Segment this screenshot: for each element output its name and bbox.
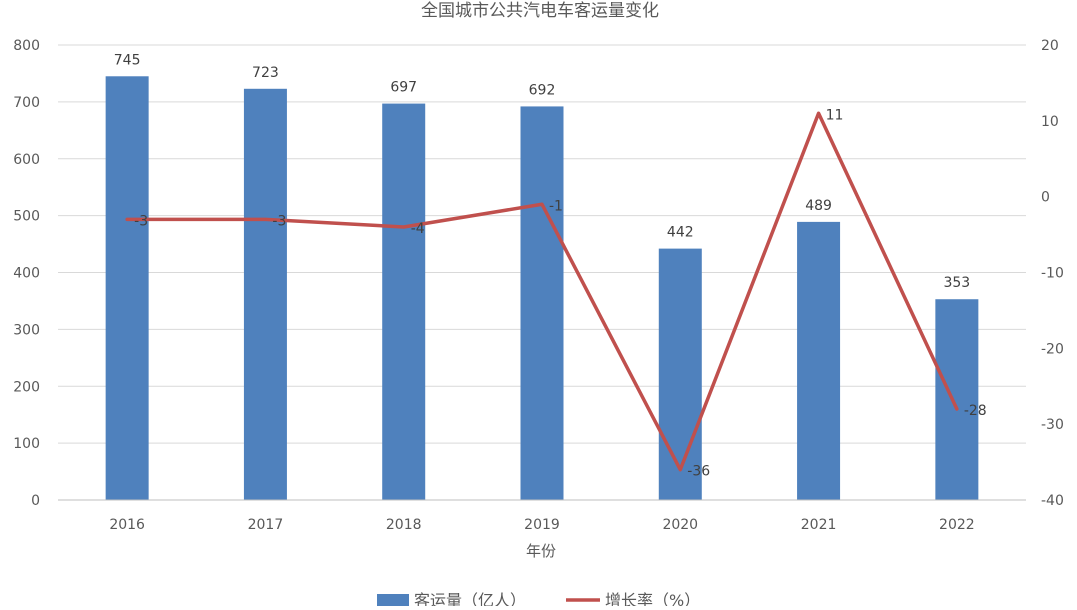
y-right-tick-label: -10 (1041, 266, 1064, 282)
y-left-tick-label: 800 (13, 38, 40, 54)
bar (658, 248, 702, 500)
y-left-tick-label: 400 (13, 266, 40, 282)
chart-title: 全国城市公共汽电车客运量变化 (421, 1, 659, 21)
x-axis-title: 年份 (526, 542, 556, 560)
legend-line-label: 增长率（%） (605, 591, 700, 606)
y-right-tick-label: -20 (1041, 341, 1064, 357)
line-series (125, 111, 959, 472)
y-left-tick-label: 100 (13, 436, 40, 452)
y-left-tick-label: 300 (13, 322, 40, 338)
line-value-label: -4 (411, 221, 425, 237)
line-value-label: -3 (272, 213, 286, 229)
x-tick-label: 2022 (939, 517, 975, 533)
y-left-tick-label: 600 (13, 152, 40, 168)
bar (520, 106, 564, 501)
line-point (264, 218, 266, 220)
bar-value-label: 442 (667, 225, 694, 241)
y-left-tick-label: 700 (13, 95, 40, 111)
line-value-label: -1 (549, 198, 563, 214)
bar (935, 299, 979, 500)
line-point (403, 226, 405, 228)
bar (243, 88, 287, 500)
line-value-label: -28 (964, 403, 987, 419)
bar-value-label: 692 (529, 82, 556, 98)
bar-value-label: 723 (252, 65, 279, 81)
y-right-tick-label: 10 (1041, 114, 1059, 130)
legend: 客运量（亿人） 增长率（%） (377, 591, 700, 610)
x-tick-label: 2021 (801, 517, 837, 533)
line-point (541, 203, 543, 205)
y-right-tick-label: -30 (1041, 417, 1064, 433)
x-tick-label: 2016 (109, 517, 145, 533)
y-left-tick-label: 200 (13, 379, 40, 395)
data-labels: 745 723 697 692 442 489 353 -3 -3 -4 -1 -36 11 -28 (114, 52, 987, 479)
bar-value-label: 697 (390, 80, 417, 96)
bar (105, 76, 149, 500)
line-point (818, 112, 820, 114)
x-tick-label: 2019 (524, 517, 560, 533)
bar-value-label: 745 (114, 52, 141, 68)
bar (797, 221, 841, 500)
bar-value-label: 489 (805, 198, 832, 214)
axes: 0 100 200 300 400 500 600 700 800 -40 -30 -20 -10 0 10… (13, 38, 1064, 533)
y-left-tick-label: 500 (13, 209, 40, 225)
x-tick-label: 2020 (662, 517, 698, 533)
x-tick-label: 2017 (248, 517, 284, 533)
line-point (126, 218, 128, 220)
line-value-label: 11 (826, 107, 844, 123)
legend-bar-swatch (377, 594, 409, 606)
legend-bar-label: 客运量（亿人） (414, 591, 526, 606)
y-right-tick-label: 20 (1041, 38, 1059, 54)
bar-series (105, 76, 979, 501)
bar-value-label: 353 (943, 275, 970, 291)
y-left-tick-label: 0 (31, 493, 40, 509)
y-right-tick-label: -40 (1041, 493, 1064, 509)
x-tick-label: 2018 (386, 517, 422, 533)
line-point (956, 408, 958, 410)
y-right-tick-label: 0 (1041, 190, 1050, 206)
line-value-label: -3 (134, 213, 148, 229)
line-value-label: -36 (687, 464, 710, 480)
bar (382, 103, 426, 501)
line-point (679, 469, 681, 471)
